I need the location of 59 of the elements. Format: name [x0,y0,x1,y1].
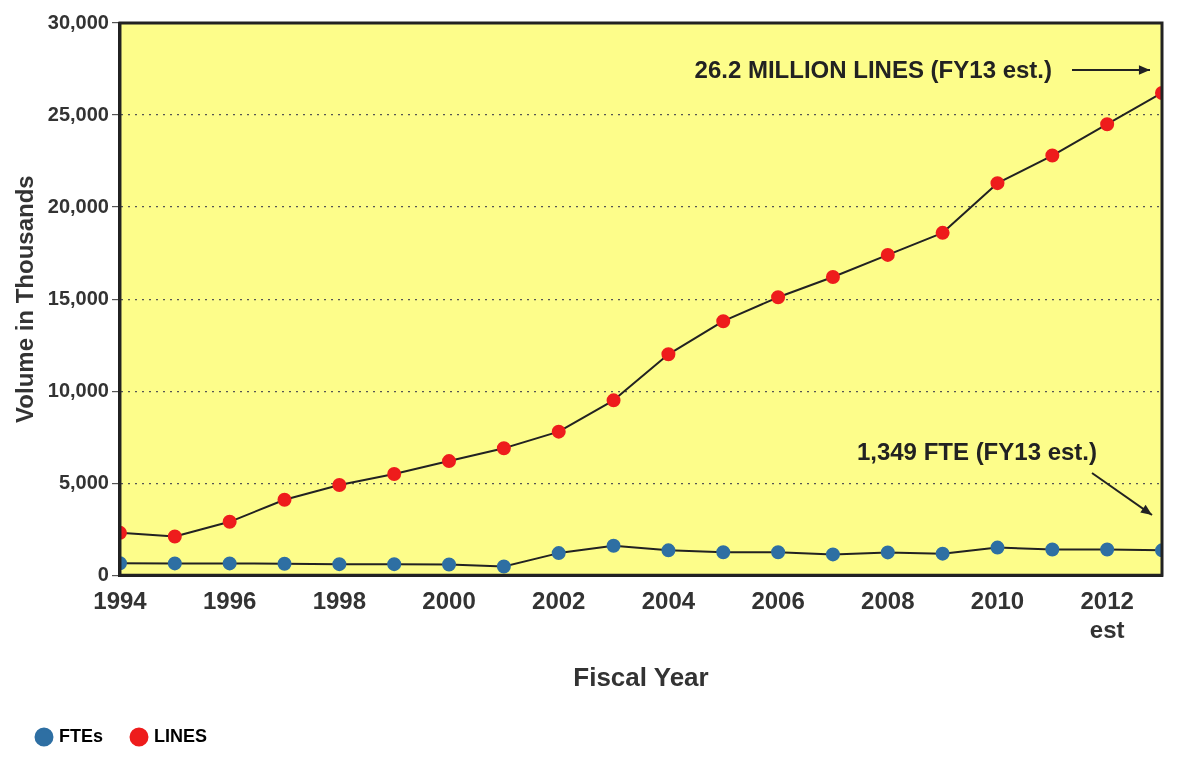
x-tick-label: 2004 [641,587,696,615]
point [496,559,511,574]
x-tick-label: 2002 [532,587,586,615]
point [167,529,182,544]
x-tick-label: 2006 [751,587,805,615]
point [990,540,1005,555]
point [551,424,566,439]
annotation: 26.2 MILLION LINES (FY13 est.) [694,56,1052,83]
x-tick-label: 1996 [202,587,257,615]
point [771,290,786,305]
y-tick-label: 30,000 [47,10,109,33]
point [496,441,511,456]
point [1100,542,1115,557]
point [661,347,676,362]
point [935,225,950,240]
point [716,545,731,560]
point [1045,148,1060,163]
point [606,393,621,408]
y-tick-label: 0 [97,562,109,585]
point [716,314,731,329]
annotation: 1,349 FTE (FY13 est.) [856,438,1097,466]
point [222,556,237,571]
point [551,546,566,561]
x-tick-label: 2010 [970,587,1025,615]
point [771,545,786,560]
point [332,557,347,572]
point [825,547,840,562]
point [880,247,895,262]
y-axis-title: Volume in Thousands [11,175,39,423]
point [880,545,895,560]
legend-label: LINES [154,725,208,746]
point [277,556,292,571]
point [222,514,237,529]
point [825,270,840,285]
y-tick-label: 20,000 [47,194,109,217]
y-tick-label: 15,000 [47,286,109,309]
point [661,543,676,558]
point [935,546,950,561]
point [990,176,1005,191]
point [1045,542,1060,557]
point [167,556,182,571]
point [387,557,402,572]
point [442,557,457,572]
x-axis-title: Fiscal Year [573,661,709,692]
point [332,478,347,493]
y-tick-label: 5,000 [58,470,109,493]
legend-label: FTEs [59,725,104,746]
point [606,538,621,553]
x-tick-label: 2008 [861,587,915,615]
y-tick-label: 25,000 [47,102,109,125]
x-tick-label: 1994 [93,587,148,615]
point [387,466,402,481]
point [1100,117,1115,132]
x-tick-label: 2000 [422,587,476,615]
x-tick-label: 2012 est [1080,587,1134,644]
point [442,454,457,469]
point [277,492,292,507]
y-tick-label: 10,000 [47,378,109,401]
x-tick-label: 1998 [312,587,367,615]
